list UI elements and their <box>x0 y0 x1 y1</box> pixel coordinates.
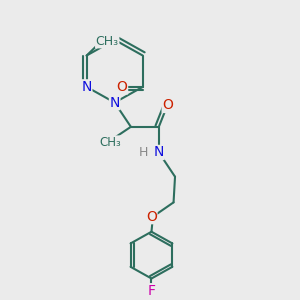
Text: O: O <box>162 98 173 112</box>
Text: N: N <box>81 80 92 94</box>
Text: N: N <box>154 146 164 160</box>
Text: N: N <box>110 96 120 110</box>
Text: O: O <box>117 80 128 94</box>
Text: H: H <box>139 146 148 159</box>
Text: CH₃: CH₃ <box>99 136 121 149</box>
Text: CH₃: CH₃ <box>96 35 119 48</box>
Text: F: F <box>148 284 155 298</box>
Text: O: O <box>146 210 157 224</box>
